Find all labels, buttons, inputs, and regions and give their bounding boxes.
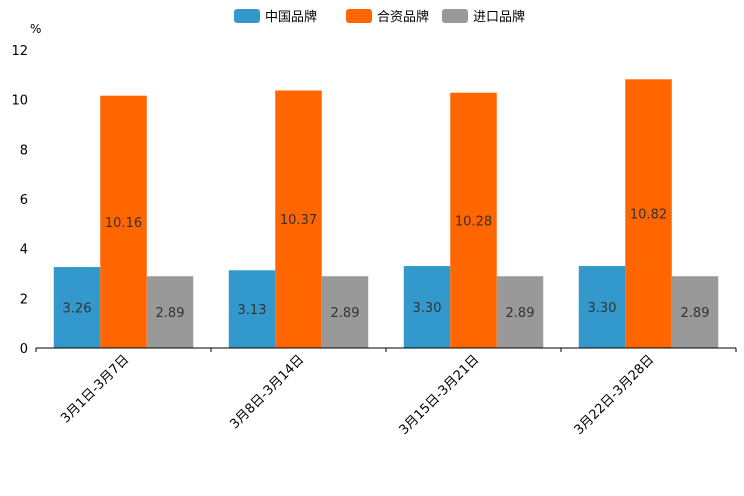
- data-label: 10.28: [455, 214, 492, 229]
- data-label: 10.37: [280, 213, 317, 228]
- bars: [53, 79, 719, 349]
- x-tick-label: 3月1日-3月7日: [58, 352, 132, 426]
- x-axis: 3月1日-3月7日 3月8日-3月14日 3月15日-3月21日 3月22日-3月28…: [35, 347, 737, 438]
- y-tick-label: 12: [11, 44, 28, 59]
- x-tick-label: 3月15日-3月21日: [397, 352, 483, 438]
- data-label: 10.82: [630, 208, 667, 223]
- y-tick-label: 6: [20, 193, 28, 208]
- data-label: 2.89: [331, 306, 360, 321]
- y-tick-label: 0: [20, 342, 28, 357]
- legend: 中国品牌 合资品牌 进口品牌: [234, 9, 525, 25]
- y-tick-label: 2: [20, 292, 28, 307]
- legend-label: 中国品牌: [265, 9, 317, 25]
- bar: [321, 276, 369, 348]
- bar: [228, 270, 276, 348]
- y-axis-unit-label: %: [30, 22, 41, 36]
- bar: [671, 276, 719, 348]
- y-axis: 0 2 4 6 8 10 12: [11, 44, 28, 357]
- bar: [496, 276, 544, 348]
- legend-label: 合资品牌: [377, 9, 429, 25]
- y-tick-label: 4: [20, 243, 28, 258]
- bar: [275, 90, 322, 348]
- data-label: 2.89: [681, 306, 710, 321]
- bar: [625, 79, 672, 348]
- legend-swatch: [346, 9, 372, 23]
- data-label: 3.26: [63, 302, 92, 317]
- data-label: 3.30: [588, 301, 617, 316]
- data-labels: 3.26 10.16 2.89 3.13 10.37 2.89 3.30 10.28 2.89 3…: [63, 208, 710, 321]
- bar: [578, 266, 626, 348]
- legend-swatch: [234, 9, 260, 23]
- bar: [403, 266, 451, 348]
- data-label: 3.30: [413, 301, 442, 316]
- y-tick-label: 10: [11, 94, 28, 109]
- y-tick-label: 8: [20, 143, 28, 158]
- data-label: 10.16: [105, 216, 142, 231]
- legend-label: 进口品牌: [473, 9, 525, 25]
- data-label: 2.89: [156, 306, 185, 321]
- bar: [53, 267, 101, 348]
- bar: [100, 95, 147, 349]
- legend-swatch: [442, 9, 468, 23]
- x-tick-label: 3月22日-3月28日: [572, 352, 658, 438]
- x-tick-label: 3月8日-3月14日: [227, 352, 307, 432]
- data-label: 3.13: [238, 303, 267, 318]
- bar: [146, 276, 194, 348]
- bar: [450, 92, 497, 348]
- data-label: 2.89: [506, 306, 535, 321]
